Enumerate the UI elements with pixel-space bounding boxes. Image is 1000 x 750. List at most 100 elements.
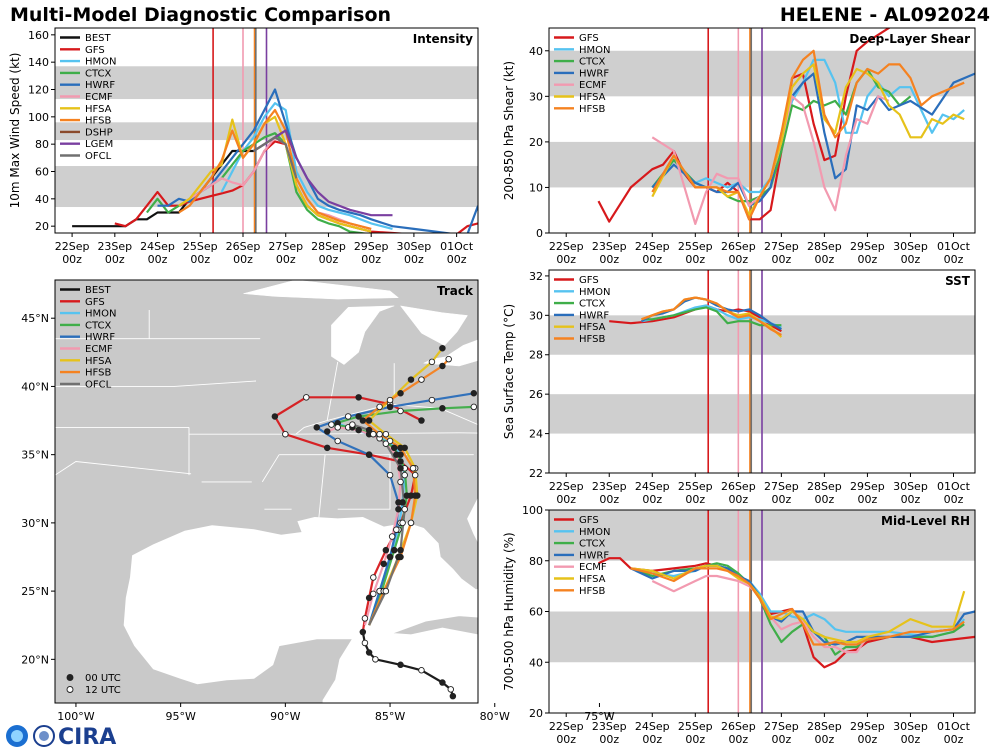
x-tick-hour: 00z [901,733,921,746]
track-point-hwrf [386,471,394,479]
y-tick-label: 26 [529,388,543,401]
track-point-ctcx [399,519,406,527]
lat-tick-label: 25°N [21,585,49,598]
legend-label-hmon: HMON [85,57,117,68]
marker-legend-label: 00 UTC [85,673,121,684]
state-border-11 [477,389,478,391]
y-tick-label: 20 [529,136,543,149]
x-tick-hour: 00z [858,253,878,266]
series-hmon [220,102,393,230]
y-axis-label: Sea Surface Temp (°C) [502,304,516,439]
lon-tick-label: 75°W [584,710,614,723]
shear-plot-area [549,28,975,233]
track-point-hfsa [428,358,436,366]
lon-tick-label: 85°W [375,710,405,723]
track-point-hwrf [470,390,478,397]
legend-label-ecmf: ECMF [579,562,607,573]
x-tick-hour: 00z [642,253,662,266]
rh-title: Mid-Level RH [881,514,970,528]
series-hfsb [641,296,782,336]
seal-icon-inner [39,731,49,741]
x-tick-hour: 00z [901,493,921,506]
x-tick-hour: 00z [404,253,424,266]
track-point-gfs [411,471,419,479]
track-point-hfsb [397,444,404,452]
x-tick-date: 01Oct [440,240,474,253]
y-tick-label: 100 [28,111,49,124]
x-tick-hour: 00z [148,253,168,266]
x-tick-hour: 00z [599,253,619,266]
track-point-ecmf [370,590,377,598]
track-point-gfs [282,430,289,438]
legend-label-gfs: GFS [85,297,105,308]
track-point-best [447,686,455,693]
logo-text: CIRA [58,725,116,750]
lake-1 [331,305,395,365]
legend-label-hwrf: HWRF [85,332,115,343]
track-point-ecmf [388,533,396,540]
y-tick-label: 40 [529,656,543,669]
lon-tick-label: 95°W [165,710,195,723]
x-tick-hour: 00z [944,253,964,266]
legend-label-hfsb: HFSB [85,116,111,127]
legend-label-hfsa: HFSA [579,322,606,333]
x-tick-date: 26Sep [721,240,756,253]
x-tick-date: 30Sep [893,240,928,253]
y-tick-label: 80 [35,138,49,151]
track-point-ecmf [334,424,341,431]
series-hfsb [178,108,372,230]
x-tick-date: 30Sep [893,480,928,493]
x-tick-hour: 00z [685,253,705,266]
figure-title: Multi-Model Diagnostic Comparison [10,4,392,26]
x-tick-hour: 00z [858,733,878,746]
x-tick-hour: 00z [599,493,619,506]
track-point-hfsb [397,553,404,561]
legend-label-best: BEST [85,33,112,44]
legend-label-ecmf: ECMF [85,92,113,103]
y-tick-label: 80 [529,555,543,568]
legend-label-gfs: GFS [579,33,599,44]
series-ctcx [641,306,782,327]
x-tick-date: 28Sep [807,240,842,253]
x-tick-hour: 00z [901,253,921,266]
legend-label-gfs: GFS [85,45,105,56]
track-point-best [372,656,379,663]
legend-label-ofcl: OFCL [85,151,112,162]
series-gfs [597,28,891,223]
x-tick-date: 01Oct [937,240,971,253]
y-tick-label: 0 [536,227,543,240]
y-tick-label: 160 [28,29,49,42]
x-tick-date: 28Sep [311,240,346,253]
lat-tick-label: 30°N [21,517,49,530]
lake-0 [243,280,400,300]
x-tick-date: 22Sep [549,240,584,253]
state-border-16 [261,454,280,483]
state-border-4 [318,454,326,518]
track-point-ctcx [328,421,335,428]
track-point-ofcl [365,426,373,434]
track-map-area [55,280,478,703]
track-point-hwrf [386,403,394,411]
legend-label-lgem: LGEM [85,139,113,150]
x-tick-date: 27Sep [764,240,799,253]
y-tick-label: 32 [529,270,543,283]
y-axis-label: 700-500 hPa Humidity (%) [502,532,516,690]
track-point-hwrf [386,553,394,561]
track-panel: 100°W 95°W 90°W 85°W 80°W 75°W 20°N 25°N 30°N 35°… [21,279,615,723]
track-point-ecmf [355,426,362,434]
y-tick-label: 120 [28,84,49,97]
legend-label-dshp: DSHP [85,127,113,138]
track-point-best [439,679,446,686]
globe-icon-inner [11,730,23,742]
legend-label-ecmf: ECMF [579,80,607,91]
track-point-best [449,692,457,700]
track-point-hfsb [411,492,419,499]
legend-label-ctcx: CTCX [579,299,605,310]
track-point-best [359,628,367,636]
y-tick-label: 40 [529,45,543,58]
track-frame [54,279,479,704]
track-point-hfsb [418,376,425,383]
track-title: Track [437,284,474,298]
